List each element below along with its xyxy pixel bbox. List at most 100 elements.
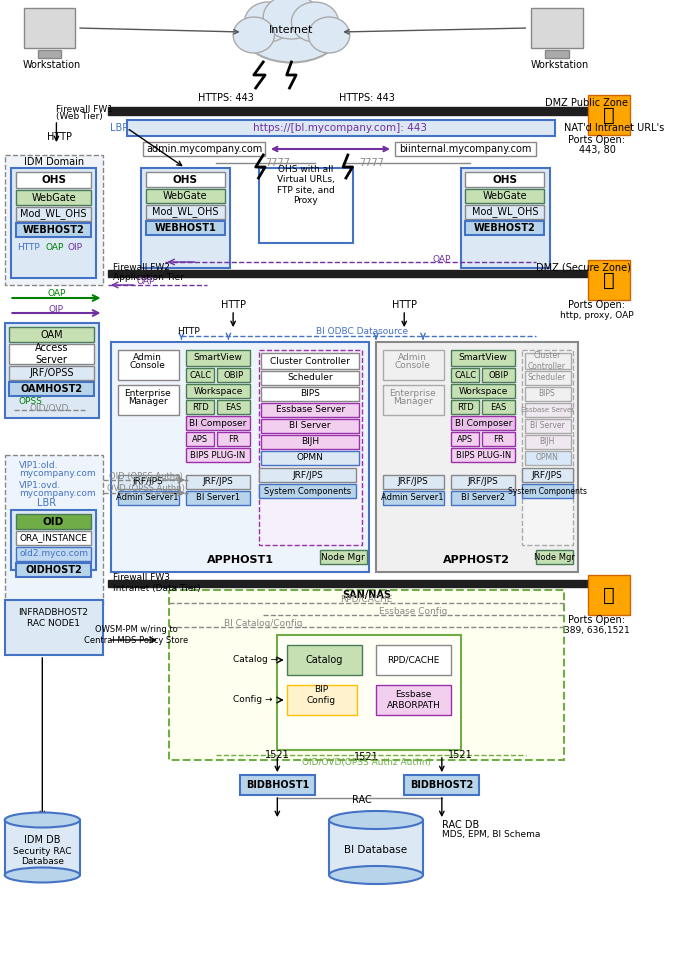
- Text: JRF/JPS: JRF/JPS: [202, 478, 234, 486]
- Text: 🔥: 🔥: [603, 271, 615, 290]
- FancyBboxPatch shape: [146, 205, 225, 219]
- Text: BIPS: BIPS: [539, 389, 556, 399]
- FancyBboxPatch shape: [16, 223, 91, 237]
- Text: BIPS PLUG-IN: BIPS PLUG-IN: [456, 451, 511, 459]
- Text: BI Server: BI Server: [529, 422, 565, 430]
- Text: (Web Tier): (Web Tier): [56, 113, 103, 121]
- Text: BIJH: BIJH: [540, 437, 555, 447]
- FancyBboxPatch shape: [186, 432, 215, 446]
- FancyBboxPatch shape: [278, 635, 460, 750]
- Text: Node Mgr: Node Mgr: [322, 553, 365, 561]
- FancyBboxPatch shape: [5, 820, 80, 875]
- Text: BI Composer: BI Composer: [190, 419, 247, 428]
- FancyBboxPatch shape: [141, 168, 230, 268]
- FancyBboxPatch shape: [525, 403, 571, 417]
- Text: HTTP: HTTP: [392, 300, 417, 310]
- FancyBboxPatch shape: [186, 350, 250, 366]
- Text: WEBHOST2: WEBHOST2: [23, 225, 85, 235]
- Text: HTTP: HTTP: [47, 132, 72, 142]
- FancyBboxPatch shape: [118, 475, 179, 489]
- Text: WEBHOST1: WEBHOST1: [154, 223, 216, 233]
- Text: 389, 636,1521: 389, 636,1521: [564, 626, 630, 635]
- FancyBboxPatch shape: [169, 590, 564, 760]
- FancyBboxPatch shape: [186, 475, 250, 489]
- Text: Ports Open:: Ports Open:: [569, 300, 626, 310]
- FancyBboxPatch shape: [5, 455, 104, 605]
- Text: ORA_INSTANCE: ORA_INSTANCE: [20, 534, 87, 542]
- Text: IDM DB: IDM DB: [24, 835, 60, 845]
- FancyBboxPatch shape: [9, 327, 94, 342]
- FancyBboxPatch shape: [525, 371, 571, 385]
- Ellipse shape: [244, 2, 291, 42]
- FancyBboxPatch shape: [482, 432, 515, 446]
- Text: 7777: 7777: [359, 158, 384, 168]
- Ellipse shape: [263, 0, 320, 39]
- Ellipse shape: [308, 17, 350, 53]
- Text: JRF/OPSS: JRF/OPSS: [30, 368, 74, 378]
- FancyBboxPatch shape: [259, 168, 353, 243]
- Text: SmartView: SmartView: [194, 353, 242, 362]
- FancyBboxPatch shape: [16, 531, 91, 545]
- Text: OAM: OAM: [41, 330, 63, 340]
- Text: EAS: EAS: [490, 403, 506, 411]
- Text: Essbase Config: Essbase Config: [379, 607, 447, 615]
- Text: old2.myco.com: old2.myco.com: [19, 550, 88, 559]
- Text: BIP
Config: BIP Config: [307, 686, 336, 705]
- Text: RAC: RAC: [352, 795, 372, 805]
- FancyBboxPatch shape: [376, 342, 578, 572]
- FancyBboxPatch shape: [9, 366, 94, 380]
- Text: APPHOST2: APPHOST2: [443, 555, 510, 565]
- Text: Internet: Internet: [269, 25, 313, 35]
- FancyBboxPatch shape: [186, 491, 250, 505]
- Text: Mod_WL_OHS: Mod_WL_OHS: [152, 206, 219, 218]
- FancyBboxPatch shape: [186, 448, 250, 462]
- FancyBboxPatch shape: [525, 353, 571, 369]
- Text: Intranet (Data Tier): Intranet (Data Tier): [113, 584, 200, 592]
- FancyBboxPatch shape: [9, 344, 94, 364]
- Text: Console: Console: [395, 361, 431, 371]
- FancyBboxPatch shape: [16, 207, 91, 221]
- Ellipse shape: [5, 868, 80, 882]
- FancyBboxPatch shape: [287, 645, 362, 675]
- FancyBboxPatch shape: [287, 685, 357, 715]
- Text: Database: Database: [21, 857, 64, 867]
- Ellipse shape: [5, 813, 80, 827]
- Text: BIPS PLUG-IN: BIPS PLUG-IN: [190, 451, 246, 459]
- Text: OID (OPSS Authz): OID (OPSS Authz): [109, 472, 183, 481]
- Text: RPD/CACHE: RPD/CACHE: [387, 656, 440, 664]
- Text: OID/OVD: OID/OVD: [29, 403, 68, 412]
- Text: http, proxy, OAP: http, proxy, OAP: [560, 310, 634, 320]
- Text: Config →: Config →: [233, 695, 273, 705]
- FancyBboxPatch shape: [259, 468, 356, 482]
- Text: BI Catalog/Config: BI Catalog/Config: [224, 618, 303, 628]
- FancyBboxPatch shape: [525, 387, 571, 401]
- Ellipse shape: [233, 17, 274, 53]
- FancyBboxPatch shape: [108, 580, 602, 587]
- Text: Admin: Admin: [133, 353, 162, 362]
- Text: CALC: CALC: [189, 371, 211, 379]
- FancyBboxPatch shape: [525, 419, 571, 433]
- Text: Catalog: Catalog: [305, 655, 343, 665]
- Ellipse shape: [329, 866, 423, 884]
- FancyBboxPatch shape: [261, 419, 359, 433]
- FancyBboxPatch shape: [16, 190, 91, 205]
- Text: 1521: 1521: [265, 750, 290, 760]
- FancyBboxPatch shape: [395, 142, 536, 156]
- Text: Admin Server1: Admin Server1: [381, 493, 444, 503]
- Text: Firewall FW2: Firewall FW2: [113, 264, 170, 273]
- Text: Essbase Server: Essbase Server: [276, 405, 345, 414]
- Text: OPMN: OPMN: [536, 454, 559, 462]
- FancyBboxPatch shape: [452, 350, 515, 366]
- Text: DMZ Public Zone: DMZ Public Zone: [545, 98, 628, 108]
- FancyBboxPatch shape: [525, 435, 571, 449]
- FancyBboxPatch shape: [111, 342, 370, 572]
- Text: Mod_WL_OHS: Mod_WL_OHS: [20, 209, 87, 220]
- FancyBboxPatch shape: [108, 107, 597, 115]
- Text: Ports Open:: Ports Open:: [569, 135, 626, 145]
- Text: Enterprise: Enterprise: [389, 388, 436, 398]
- Text: Firewall FW1: Firewall FW1: [56, 105, 114, 114]
- FancyBboxPatch shape: [452, 400, 479, 414]
- Ellipse shape: [244, 8, 338, 63]
- FancyBboxPatch shape: [376, 645, 452, 675]
- FancyBboxPatch shape: [383, 350, 443, 380]
